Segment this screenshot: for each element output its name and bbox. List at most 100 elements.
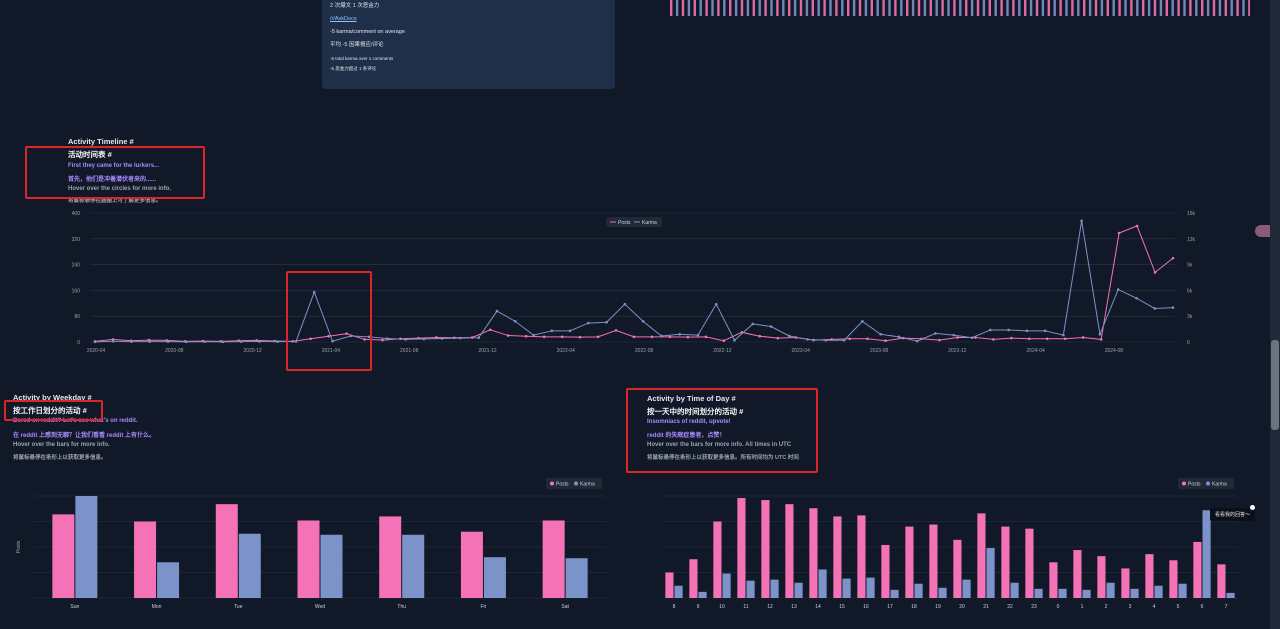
prev-chart-bar [1248,0,1250,16]
page-scrollbar[interactable] [1270,0,1280,629]
timeline-tagline: First they came for the lurkers... [68,163,160,169]
x-tick: 4 [1153,604,1156,610]
x-tick: Wed [315,604,325,610]
info-line-1: 2 次爆文 1 次恶金力 [330,3,380,9]
info-line-3: 平均 -5 因果报应/评论 [330,42,384,48]
data-point-karma [459,336,462,340]
data-point-karma [1171,306,1175,309]
x-tick: 16 [863,604,869,610]
prev-chart-bar [900,0,903,16]
series-line-karma [94,220,1174,343]
data-point-karma [970,336,974,339]
y-left-tick: 0 [77,340,80,346]
data-point-karma [824,338,828,342]
prev-chart-bar [1189,0,1192,16]
subreddit-link[interactable]: /r/AskDocs [330,16,357,22]
prev-chart-bar [1124,0,1127,16]
data-point-posts [632,335,636,339]
bar-posts [1121,568,1130,598]
weekday-tagline: Bored on reddit? Let's see what's on red… [13,418,138,424]
prev-chart-bar [799,0,803,16]
y-left-tick: 160 [72,288,81,294]
time-of-day-bar-chart[interactable]: 8 9 10 11 12 13 14 15 16 17 18 19 20 21 22 23 0 1 2 3 4 5 6 7Pa… [648,472,1248,612]
data-point-karma [185,340,188,344]
y-right-tick: 15k [1187,211,1196,217]
bar-posts [833,516,842,598]
page-scrollbar-thumb[interactable] [1271,340,1279,430]
weekday-bar-chart[interactable]: SunMonTueWedThuFriSatPostsKarmaPostsKarm… [14,472,614,612]
prev-chart-bar [1024,0,1027,16]
data-point-karma [1007,328,1010,332]
legend-swatch-posts [550,481,554,486]
prev-chart-bar [1165,0,1168,16]
data-point-posts [758,334,762,338]
prev-chart-bar [1230,0,1233,16]
info-line-5: -5 恶金力超过 1 条评论 [330,66,377,71]
data-point-karma [1025,329,1029,333]
data-point-posts [596,335,600,339]
bar-karma [1202,510,1211,598]
bar-karma [402,534,425,598]
data-point-karma [696,333,700,337]
bar-karma [914,583,923,598]
bar-karma [565,558,588,598]
data-point-karma [1080,219,1083,223]
prev-chart-bar [1242,0,1245,16]
y-right-tick: 6k [1187,288,1193,294]
data-point-karma [751,322,755,326]
data-point-posts [345,332,348,335]
prev-chart-bar [841,0,844,16]
bar-posts [379,516,402,598]
x-tick: 18 [911,604,917,610]
bar-posts [977,513,986,598]
x-tick: 2021-08 [400,348,419,354]
bar-posts [52,514,75,598]
data-point-karma [532,333,535,337]
bar-posts [761,500,770,598]
timeline-hint-cn: 将鼠标悬停在圆圈上可了解更多信息。 [68,198,162,204]
data-point-karma [641,320,645,323]
bar-posts [929,524,938,598]
legend-posts: Posts [556,482,569,488]
prev-chart-bar [823,0,826,16]
x-tick: 2024-04 [1026,348,1045,354]
prev-chart-bar [788,0,791,16]
bar-karma [1106,582,1115,598]
prev-chart-bar [770,0,773,16]
prev-chart-bar [829,0,832,16]
karma-info-card: 2 次爆文 1 次恶金力 /r/AskDocs -5 karma/comment… [322,0,615,89]
data-point-posts [722,339,726,343]
prev-chart-bar [811,0,814,16]
x-tick: 0 [1057,604,1060,610]
prev-chart-bar [711,0,714,16]
bar-karma [157,562,180,598]
bar-posts [1001,526,1010,598]
prev-chart-bar [740,0,744,16]
prev-chart-bar [1065,0,1068,16]
data-point-karma [1098,332,1102,336]
prev-chart-bar [734,0,738,16]
prev-chart-bar [1041,0,1045,16]
bar-karma [1082,589,1091,598]
data-point-karma [404,338,407,341]
x-tick: 19 [935,604,941,610]
data-point-posts [542,335,546,339]
data-point-karma [568,329,572,333]
prev-chart-bar [1018,0,1021,16]
subreddit-link-anchor[interactable]: /r/AskDocs [330,16,357,22]
activity-timeline-chart[interactable]: 0 80 160 240 320 400 0 3k 6k 9k 12k 15k 2020-04 2020-… [60,205,1200,360]
x-tick: 2024-08 [1105,348,1124,354]
legend: Posts Karma [606,217,662,227]
prev-chart-bar [1035,0,1039,16]
annotation-box-spike [286,271,372,371]
x-tick: 2022-08 [635,348,654,354]
x-tick: Thu [397,604,406,610]
x-tick: 20 [959,604,965,610]
data-point-karma [879,332,882,336]
legend-posts: Posts [618,220,631,226]
prev-chart-bar [847,0,850,16]
data-point-karma [276,340,280,343]
floating-widget-icon[interactable] [1255,225,1271,237]
data-point-karma [422,337,426,341]
prev-chart-bar [1171,0,1174,16]
